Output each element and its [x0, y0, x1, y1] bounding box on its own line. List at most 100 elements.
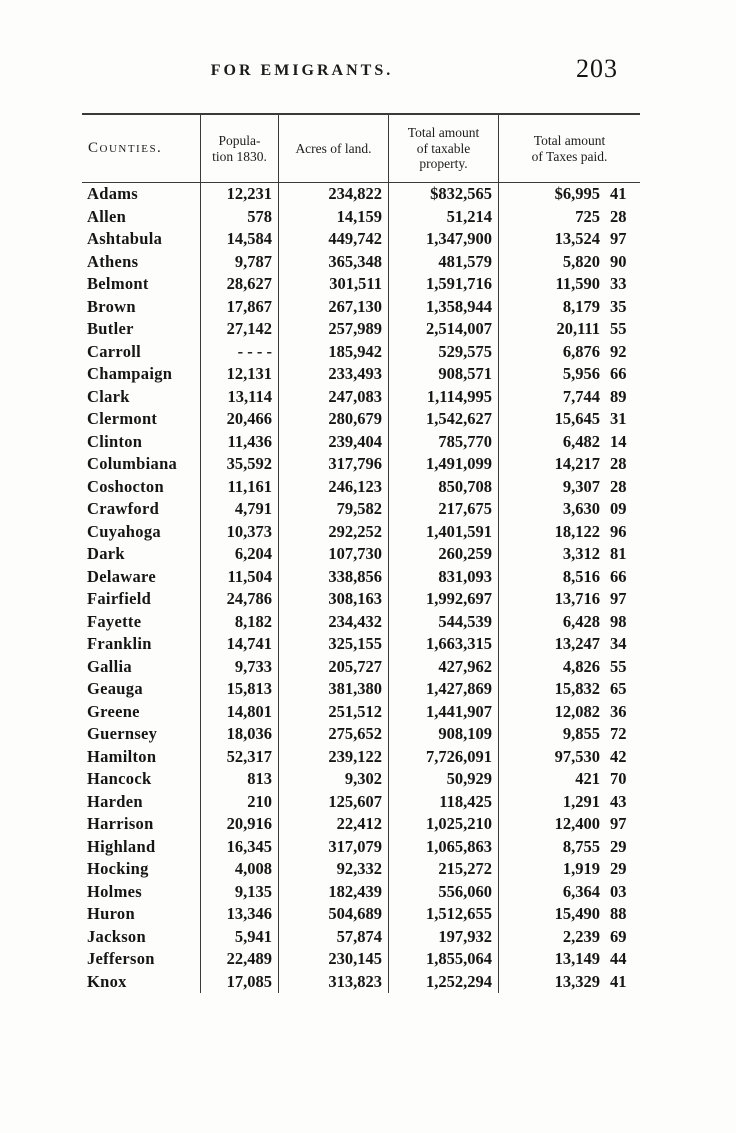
population-cell: 9,135 — [200, 880, 278, 903]
table-row: Delaware 11,504 338,856 831,093 8,516 66 — [82, 565, 640, 588]
acres-cell: 317,796 — [278, 453, 388, 476]
population-cell: 11,161 — [200, 475, 278, 498]
taxes-paid-cell: 13,149 44 — [498, 948, 640, 971]
county-name-cell: Hocking — [87, 859, 149, 878]
taxes-dollars: 7,744 — [562, 386, 600, 406]
taxes-cents: 34 — [610, 634, 627, 653]
county-name-cell: Ashtabula — [87, 229, 163, 248]
population-cell: 13,114 — [200, 385, 278, 408]
population-cell: 11,504 — [200, 565, 278, 588]
taxes-dollars: 6,876 — [562, 341, 600, 361]
taxes-dollars: 5,956 — [562, 364, 600, 383]
table-row: Knox 17,085 313,823 1,252,294 13,329 41 — [82, 970, 640, 993]
taxable-property-cell: 427,962 — [388, 655, 498, 678]
taxes-dollars: 15,645 — [554, 409, 600, 428]
acres-cell: 79,582 — [278, 498, 388, 521]
population-cell: 35,592 — [200, 453, 278, 476]
table-row: Harrison 20,916 22,412 1,025,210 12,400 … — [82, 813, 640, 836]
table-body: Adams 12,231 234,822 $832,565 $6,995 41 … — [82, 183, 640, 993]
taxes-dollars: 15,490 — [554, 904, 600, 923]
acres-cell: 313,823 — [278, 970, 388, 993]
taxes-cents: 43 — [610, 791, 627, 811]
taxes-dollars: 6,428 — [562, 611, 600, 631]
county-name-cell: Fayette — [87, 611, 142, 631]
taxes-dollars: 3,312 — [562, 544, 600, 563]
taxes-dollars: 1,919 — [562, 859, 600, 878]
acres-cell: 230,145 — [278, 948, 388, 971]
column-header-label: Total amount — [407, 124, 480, 140]
taxes-paid-cell: 3,312 81 — [498, 543, 640, 566]
taxes-cents: 97 — [610, 229, 627, 248]
county-name-cell: Butler — [87, 319, 134, 338]
taxes-dollars: 6,482 — [562, 431, 600, 451]
taxable-property-cell: 1,441,907 — [388, 700, 498, 723]
taxable-property-cell: 481,579 — [388, 250, 498, 273]
acres-cell: 365,348 — [278, 250, 388, 273]
taxes-dollars: 3,630 — [562, 499, 600, 518]
taxable-property-cell: 1,252,294 — [388, 970, 498, 993]
taxes-paid-cell: 11,590 33 — [498, 273, 640, 296]
taxes-paid-cell: 15,832 65 — [498, 678, 640, 701]
table-row: Butler 27,142 257,989 2,514,007 20,111 5… — [82, 318, 640, 341]
taxes-dollars: 8,755 — [562, 836, 600, 856]
acres-cell: 14,159 — [278, 205, 388, 228]
county-name-cell: Hamilton — [87, 746, 157, 766]
taxable-property-cell: 1,065,863 — [388, 835, 498, 858]
taxes-cents: 65 — [610, 679, 627, 698]
taxes-dollars: 14,217 — [554, 454, 600, 473]
taxes-cents: 97 — [610, 589, 627, 608]
taxes-cents: 97 — [610, 814, 627, 833]
taxes-paid-cell: 6,876 92 — [498, 340, 640, 363]
population-cell: 4,008 — [200, 858, 278, 881]
taxes-paid-cell: 8,179 35 — [498, 295, 640, 318]
population-cell: 578 — [200, 205, 278, 228]
taxes-cents: 29 — [610, 859, 627, 878]
table-row: Crawford 4,791 79,582 217,675 3,630 09 — [82, 498, 640, 521]
county-name-cell: Knox — [87, 971, 127, 991]
page-number: 203 — [576, 54, 618, 83]
county-name-cell: Champaign — [87, 364, 173, 383]
taxes-dollars: $6,995 — [554, 184, 600, 203]
table-row: Guernsey 18,036 275,652 908,109 9,855 72 — [82, 723, 640, 746]
table-row: Brown 17,867 267,130 1,358,944 8,179 35 — [82, 295, 640, 318]
taxable-property-cell: 1,542,627 — [388, 408, 498, 431]
county-name-cell: Clinton — [87, 431, 143, 451]
taxes-dollars: 2,239 — [562, 926, 600, 946]
table-row: Franklin 14,741 325,155 1,663,315 13,247… — [82, 633, 640, 656]
taxes-cents: 31 — [610, 409, 627, 428]
county-name-cell: Harden — [87, 791, 143, 811]
acres-cell: 182,439 — [278, 880, 388, 903]
population-cell: 17,867 — [200, 295, 278, 318]
taxes-cents: 41 — [610, 971, 627, 991]
taxes-dollars: 13,524 — [554, 229, 600, 248]
taxable-property-cell: 850,708 — [388, 475, 498, 498]
table-row: Clinton 11,436 239,404 785,770 6,482 14 — [82, 430, 640, 453]
taxes-paid-cell: 15,490 88 — [498, 903, 640, 926]
taxes-paid-cell: 8,516 66 — [498, 565, 640, 588]
population-cell: 11,436 — [200, 430, 278, 453]
table-row: Ashtabula 14,584 449,742 1,347,900 13,52… — [82, 228, 640, 251]
table-row: Coshocton 11,161 246,123 850,708 9,307 2… — [82, 475, 640, 498]
county-name-cell: Highland — [87, 836, 156, 856]
taxes-cents: 72 — [610, 724, 627, 743]
taxes-cents: 41 — [610, 184, 627, 203]
column-header-counties: Counties. — [82, 115, 200, 183]
taxable-property-cell: 197,932 — [388, 925, 498, 948]
taxable-property-cell: 1,401,591 — [388, 520, 498, 543]
county-name-cell: Guernsey — [87, 724, 158, 743]
taxes-dollars: 15,832 — [554, 679, 600, 698]
acres-cell: 22,412 — [278, 813, 388, 836]
column-header-label: Popula- — [218, 132, 261, 148]
taxes-paid-cell: 7,744 89 — [498, 385, 640, 408]
taxable-property-cell: 215,272 — [388, 858, 498, 881]
taxes-cents: 28 — [610, 476, 627, 496]
table-row: Columbiana 35,592 317,796 1,491,099 14,2… — [82, 453, 640, 476]
table-row: Adams 12,231 234,822 $832,565 $6,995 41 — [82, 183, 640, 206]
taxes-dollars: 1,291 — [562, 791, 600, 811]
column-header-label: Counties. — [88, 139, 163, 156]
population-cell: 24,786 — [200, 588, 278, 611]
taxable-property-cell: 1,347,900 — [388, 228, 498, 251]
table-row: Huron 13,346 504,689 1,512,655 15,490 88 — [82, 903, 640, 926]
population-cell: 20,466 — [200, 408, 278, 431]
